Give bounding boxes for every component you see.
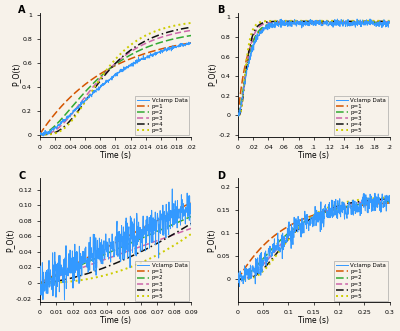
Y-axis label: P_O(t): P_O(t) <box>206 228 215 252</box>
X-axis label: Time (s): Time (s) <box>100 316 131 325</box>
X-axis label: Time (s): Time (s) <box>298 151 329 160</box>
X-axis label: Time (s): Time (s) <box>298 316 329 325</box>
Y-axis label: P_O(t): P_O(t) <box>208 63 217 86</box>
Y-axis label: P_O(t): P_O(t) <box>6 228 14 252</box>
Legend: Vclamp Data, p=1, p=2, p=3, p=4, p=5: Vclamp Data, p=1, p=2, p=3, p=4, p=5 <box>334 96 388 135</box>
Text: C: C <box>18 170 26 180</box>
X-axis label: Time (s): Time (s) <box>100 151 131 160</box>
Legend: Vclamp Data, p=1, p=2, p=3, p=4, p=5: Vclamp Data, p=1, p=2, p=3, p=4, p=5 <box>135 261 190 301</box>
Text: A: A <box>18 5 26 15</box>
Legend: Vclamp Data, p=1, p=2, p=3, p=4, p=5: Vclamp Data, p=1, p=2, p=3, p=4, p=5 <box>135 96 190 135</box>
Legend: Vclamp Data, p=1, p=2, p=3, p=4, p=5: Vclamp Data, p=1, p=2, p=3, p=4, p=5 <box>334 261 388 301</box>
Text: D: D <box>217 170 225 180</box>
Y-axis label: P_O(t): P_O(t) <box>12 63 21 86</box>
Text: B: B <box>217 5 224 15</box>
